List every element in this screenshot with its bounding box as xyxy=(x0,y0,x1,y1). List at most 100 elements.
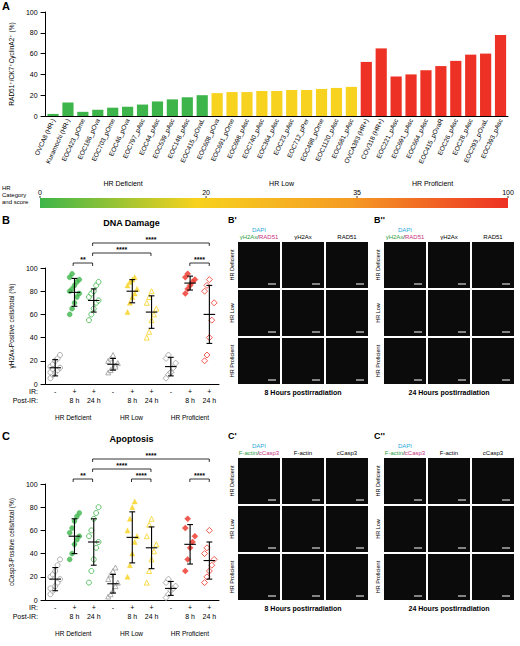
svg-text:IR:: IR: xyxy=(29,388,38,395)
svg-text:60: 60 xyxy=(30,311,38,318)
svg-text:35: 35 xyxy=(353,189,361,196)
svg-text:cCasp3: cCasp3 xyxy=(337,450,358,456)
svg-text:DAPI: DAPI xyxy=(398,227,412,233)
svg-text:**: ** xyxy=(80,256,86,263)
svg-text:8 h: 8 h xyxy=(185,397,195,404)
svg-text:HR Low: HR Low xyxy=(120,414,143,421)
svg-text:24 h: 24 h xyxy=(145,397,159,404)
svg-text:8 h: 8 h xyxy=(127,613,137,620)
svg-text:A: A xyxy=(2,0,10,12)
svg-text:HR Proficient: HR Proficient xyxy=(171,630,209,637)
svg-text:Apoptosis: Apoptosis xyxy=(110,434,154,444)
svg-text:HR Low: HR Low xyxy=(269,180,295,187)
svg-text:DAPI: DAPI xyxy=(252,227,266,233)
svg-text:20: 20 xyxy=(30,573,38,580)
svg-text:8 h: 8 h xyxy=(70,397,80,404)
svg-text:-: - xyxy=(170,388,173,395)
svg-text:****: **** xyxy=(194,472,205,479)
svg-text:B'': B'' xyxy=(374,215,385,225)
svg-text:HR Low: HR Low xyxy=(120,630,143,637)
svg-text:8 h: 8 h xyxy=(185,613,195,620)
svg-text:F-actin: F-actin xyxy=(294,450,312,456)
svg-text:and score: and score xyxy=(2,199,29,205)
svg-text:C: C xyxy=(2,430,10,442)
svg-text:24 h: 24 h xyxy=(203,397,217,404)
svg-text:24 Hours postirradiation: 24 Hours postirradiation xyxy=(409,605,490,613)
svg-text:100: 100 xyxy=(26,9,38,16)
svg-text:+: + xyxy=(188,388,192,395)
svg-text:B': B' xyxy=(228,215,237,225)
svg-text:DAPI: DAPI xyxy=(252,443,266,449)
svg-text:****: **** xyxy=(194,256,205,263)
svg-text:24 h: 24 h xyxy=(87,613,101,620)
svg-text:+: + xyxy=(207,388,211,395)
svg-text:-: - xyxy=(112,388,115,395)
svg-text:+: + xyxy=(72,604,76,611)
svg-text:HR Low: HR Low xyxy=(229,303,235,323)
svg-text:γH2Ax: γH2Ax xyxy=(294,234,312,240)
svg-text:B: B xyxy=(2,214,10,226)
svg-text:γH2Ax/RAD51: γH2Ax/RAD51 xyxy=(386,234,425,240)
svg-text:RAD51: RAD51 xyxy=(337,234,357,240)
svg-text:100: 100 xyxy=(26,481,38,488)
svg-text:+: + xyxy=(92,388,96,395)
svg-text:cCasp3-Positive cells/total (%: cCasp3-Positive cells/total (%) xyxy=(8,498,16,586)
svg-text:F-actin/cCasp3: F-actin/cCasp3 xyxy=(239,450,280,456)
svg-text:Post-IR:: Post-IR: xyxy=(13,613,38,620)
svg-text:****: **** xyxy=(116,462,127,469)
svg-text:24 Hours postirradiation: 24 Hours postirradiation xyxy=(409,389,490,397)
svg-text:HR: HR xyxy=(2,185,11,191)
svg-text:40: 40 xyxy=(30,71,38,78)
svg-text:+: + xyxy=(150,388,154,395)
svg-text:HR Deficient: HR Deficient xyxy=(229,249,235,280)
svg-text:HR Proficient: HR Proficient xyxy=(375,344,381,377)
svg-text:+: + xyxy=(207,604,211,611)
svg-text:+: + xyxy=(72,388,76,395)
svg-text:****: **** xyxy=(136,472,147,479)
svg-text:HR Proficient: HR Proficient xyxy=(229,344,235,377)
svg-text:HR Deficient: HR Deficient xyxy=(55,630,92,637)
svg-text:0: 0 xyxy=(38,189,42,196)
svg-text:8 Hours postirradiation: 8 Hours postirradiation xyxy=(264,389,341,397)
svg-text:60: 60 xyxy=(30,527,38,534)
svg-text:RAD51: RAD51 xyxy=(483,234,503,240)
svg-text:-: - xyxy=(54,604,57,611)
svg-text:F-actin/cCasp3: F-actin/cCasp3 xyxy=(385,450,426,456)
svg-text:HR Proficient: HR Proficient xyxy=(229,560,235,593)
svg-text:HR Deficient: HR Deficient xyxy=(55,414,92,421)
svg-text:-: - xyxy=(112,604,115,611)
svg-text:60: 60 xyxy=(30,50,38,57)
svg-text:20: 20 xyxy=(30,357,38,364)
svg-text:Category: Category xyxy=(2,192,26,198)
svg-text:24 h: 24 h xyxy=(145,613,159,620)
svg-text:IR:: IR: xyxy=(29,604,38,611)
svg-text:****: **** xyxy=(145,452,156,459)
svg-text:8 h: 8 h xyxy=(127,397,137,404)
svg-text:8 h: 8 h xyxy=(70,613,80,620)
svg-text:DNA Damage: DNA Damage xyxy=(103,218,160,228)
svg-text:24 h: 24 h xyxy=(87,397,101,404)
svg-text:HR Low: HR Low xyxy=(375,303,381,323)
svg-text:0: 0 xyxy=(34,597,38,604)
svg-text:**: ** xyxy=(80,472,86,479)
svg-text:γH2Ax: γH2Ax xyxy=(440,234,458,240)
svg-text:HR Deficient: HR Deficient xyxy=(375,249,381,280)
svg-text:C'': C'' xyxy=(374,431,385,441)
svg-text:F-actin: F-actin xyxy=(440,450,458,456)
svg-text:HR Low: HR Low xyxy=(375,519,381,539)
svg-text:cCasp3: cCasp3 xyxy=(483,450,504,456)
svg-text:C': C' xyxy=(228,431,237,441)
svg-text:****: **** xyxy=(116,246,127,253)
svg-text:EOC393_pAsc: EOC393_pAsc xyxy=(479,117,505,160)
svg-text:+: + xyxy=(150,604,154,611)
svg-text:8 Hours postirradiation: 8 Hours postirradiation xyxy=(264,605,341,613)
svg-text:40: 40 xyxy=(30,334,38,341)
svg-text:-: - xyxy=(54,388,57,395)
svg-text:20: 20 xyxy=(30,92,38,99)
svg-text:80: 80 xyxy=(30,504,38,511)
svg-text:20: 20 xyxy=(202,189,210,196)
svg-text:****: **** xyxy=(145,236,156,243)
svg-text:HR Proficient: HR Proficient xyxy=(375,560,381,593)
svg-text:γH2Ax/RAD51: γH2Ax/RAD51 xyxy=(240,234,279,240)
svg-text:40: 40 xyxy=(30,550,38,557)
